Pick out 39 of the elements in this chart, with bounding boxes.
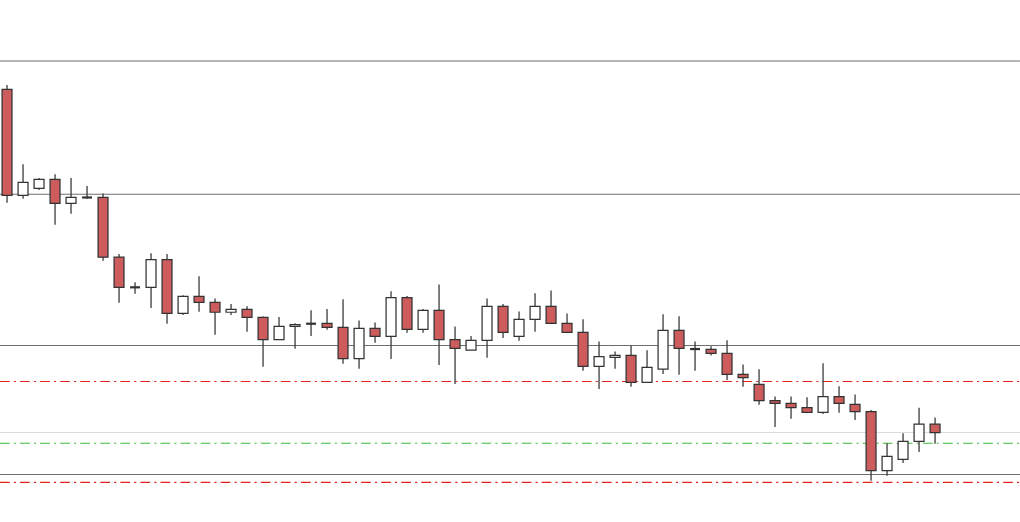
candlestick [849,393,861,421]
candlestick [17,163,29,200]
candlestick [321,308,333,331]
candlestick [593,340,605,390]
candlestick [257,315,269,368]
candlestick [769,395,781,428]
candlestick [449,325,461,385]
candlestick [529,292,541,333]
candlestick [80,185,94,200]
candlestick [304,309,318,337]
candlestick [673,315,685,376]
candlestick [881,442,893,477]
candlestick [561,312,573,334]
candlestick [128,281,142,295]
candlestick [801,396,813,414]
candlestick [817,362,829,415]
candlestick [721,339,733,381]
candlestick [688,340,702,372]
candlestick [785,395,797,420]
candlestick [225,303,237,316]
candlestick [193,275,205,313]
candlestick [609,350,621,370]
candlestick [641,349,653,383]
candlestick [241,305,253,333]
candlestick [513,310,525,342]
candlestick [833,385,845,414]
candlestick [897,432,909,464]
candlestick [545,289,557,324]
candlestick [737,363,749,388]
candlestick [209,297,221,336]
candlestick [65,177,77,215]
candlestick [289,322,301,350]
candlestick [753,368,765,406]
candlestick [177,294,189,316]
candlestick [417,308,429,334]
candlestick [273,316,285,341]
candlestick [369,321,381,344]
candlestick [929,416,941,445]
candlestick [913,407,925,453]
